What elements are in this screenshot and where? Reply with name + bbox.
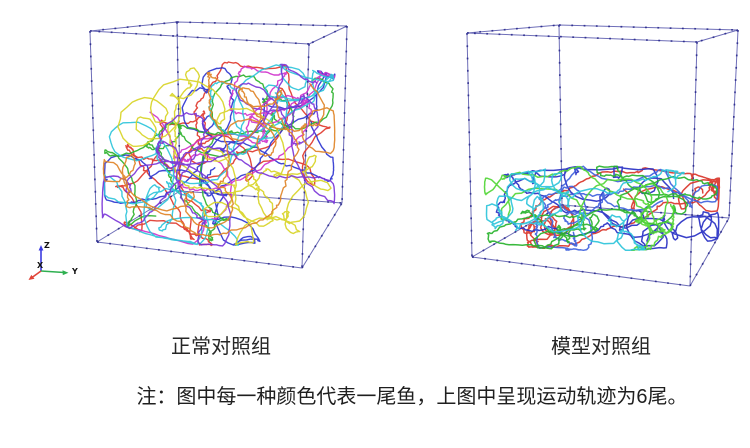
fish-trajectory-normal-6 bbox=[101, 63, 336, 247]
fish-trajectory-normal-7 bbox=[102, 71, 336, 238]
z-axis-arrowhead-icon bbox=[38, 245, 44, 251]
y-axis-arrowhead-icon bbox=[62, 270, 69, 276]
fish-trajectory-normal-3 bbox=[121, 65, 336, 245]
x-axis-icon bbox=[31, 270, 42, 279]
panel-normal-trajectories bbox=[101, 61, 336, 247]
panel-model bbox=[466, 24, 739, 287]
caption-normal-group: 正常对照组 bbox=[171, 336, 271, 358]
y-axis-icon bbox=[40, 270, 65, 274]
panel-normal-box bbox=[89, 21, 348, 269]
axis-triad: Z Y X bbox=[28, 241, 78, 280]
panel-model-box bbox=[466, 24, 739, 287]
panel-normal bbox=[89, 21, 348, 269]
x-axis-arrowhead-icon bbox=[28, 274, 35, 280]
fish-trajectory-model-3 bbox=[486, 165, 718, 250]
x-axis-label: X bbox=[37, 261, 44, 270]
y-axis-label: Y bbox=[71, 267, 78, 276]
panel-model-trajectories bbox=[483, 165, 721, 252]
caption-model-group: 模型对照组 bbox=[551, 336, 651, 358]
fish-trajectory-normal-5 bbox=[117, 67, 332, 246]
tank-box-wireframe bbox=[466, 24, 739, 287]
figure-note: 注：图中每一种颜色代表一尾鱼，上图中呈现运动轨迹为6尾。 bbox=[136, 386, 688, 408]
tank-box-ticks bbox=[466, 24, 739, 287]
z-axis-label: Z bbox=[44, 241, 50, 250]
tank-box-ticks bbox=[89, 21, 348, 269]
fish-trajectory-normal-4 bbox=[103, 63, 335, 246]
fish-trajectory-model-5 bbox=[485, 168, 685, 252]
